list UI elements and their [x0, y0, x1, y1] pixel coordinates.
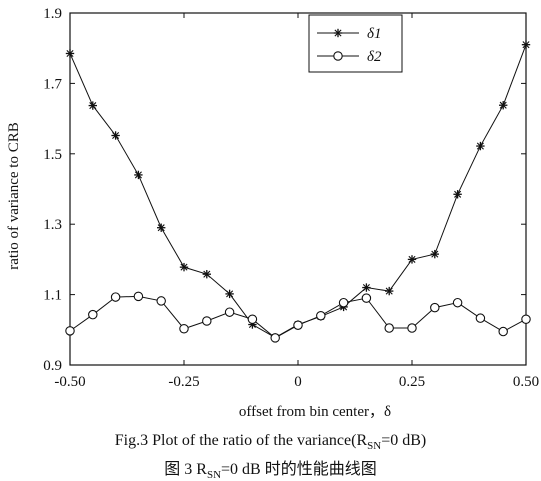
data-point-star	[362, 283, 371, 292]
legend-star-marker	[333, 28, 343, 38]
data-point-circle	[384, 323, 394, 333]
data-point-star	[407, 255, 417, 264]
y-tick-label: 1.9	[43, 6, 62, 22]
y-tick-label: 1.7	[43, 76, 62, 92]
data-point-star	[385, 286, 394, 296]
legend-label: δ1	[367, 26, 381, 42]
legend-circle-marker	[333, 51, 343, 61]
series-layer	[65, 40, 531, 343]
data-point-star	[453, 190, 462, 199]
x-tick-label: 0.50	[513, 374, 539, 390]
x-tick-label: 0	[294, 374, 302, 390]
data-point-circle	[521, 314, 531, 324]
y-tick-label: 1.3	[43, 217, 62, 233]
caption-english-subscript: SN	[367, 440, 382, 453]
caption-english-text: Fig.3 Plot of the ratio of the variance(…	[114, 432, 368, 449]
legend-box	[308, 14, 403, 73]
data-point-circle	[202, 316, 212, 326]
plot-area	[69, 12, 527, 366]
caption-chinese-subscript: SN	[206, 469, 222, 481]
data-point-star	[88, 101, 97, 110]
data-point-star	[157, 223, 166, 232]
data-point-circle	[452, 297, 463, 308]
data-point-star	[65, 49, 75, 58]
series-2	[65, 291, 531, 343]
data-point-circle	[270, 333, 280, 343]
data-point-circle	[156, 296, 166, 306]
y-tick-label: 1.5	[43, 147, 62, 163]
chart-figure: -0.50 -0.25 0 0.25 0.50 0.9 1.1 1.3 1.5 1.7 1.9 δ1…	[6, 6, 539, 420]
caption-chinese-tail: =0 dB 时的性能曲线图	[221, 461, 377, 478]
y-tick-label: 1.1	[43, 288, 62, 304]
data-point-circle	[498, 326, 508, 337]
data-point-circle	[316, 310, 326, 321]
caption-english-tail: =0 dB)	[381, 432, 427, 449]
x-tick-label: 0.25	[399, 374, 425, 390]
y-axis-label: ratio of variance to CRB	[6, 122, 22, 269]
x-tick-label: -0.50	[54, 374, 85, 390]
data-point-circle	[475, 313, 486, 323]
data-point-circle	[293, 320, 303, 330]
plot-border	[69, 12, 527, 366]
data-point-circle	[338, 297, 349, 308]
data-point-star	[225, 289, 234, 299]
data-point-star	[499, 101, 508, 110]
data-point-circle	[247, 314, 258, 324]
data-point-star	[134, 170, 143, 180]
data-point-circle	[133, 291, 144, 302]
caption-chinese-prefix: 图 3 R	[164, 461, 207, 478]
y-tick-label: 0.9	[43, 358, 62, 374]
data-point-star	[179, 262, 189, 272]
data-point-circle	[179, 323, 189, 334]
data-point-circle	[110, 292, 121, 302]
data-point-star	[521, 40, 531, 49]
x-tick-label: -0.25	[168, 374, 199, 390]
data-point-star	[476, 141, 485, 151]
data-point-circle	[65, 326, 75, 336]
legend-item: δ1	[317, 26, 381, 42]
data-point-circle	[88, 309, 98, 320]
axis-ticks: -0.50 -0.25 0 0.25 0.50 0.9 1.1 1.3 1.5 1.7 1.9	[43, 6, 539, 390]
data-point-circle	[361, 293, 372, 303]
figure-caption-chinese: 图 3 RSN=0 dB 时的性能曲线图	[0, 455, 541, 481]
data-point-circle	[224, 307, 235, 317]
figure-caption-english: Fig.3 Plot of the ratio of the variance(…	[0, 432, 541, 452]
data-point-star	[202, 269, 211, 279]
data-point-circle	[407, 323, 417, 333]
legend-label: δ2	[367, 49, 382, 65]
legend-item: δ2	[317, 49, 382, 65]
data-point-star	[430, 249, 439, 259]
x-axis-label: offset from bin center，δ	[239, 404, 391, 420]
data-point-circle	[430, 302, 440, 313]
data-point-star	[111, 131, 120, 140]
